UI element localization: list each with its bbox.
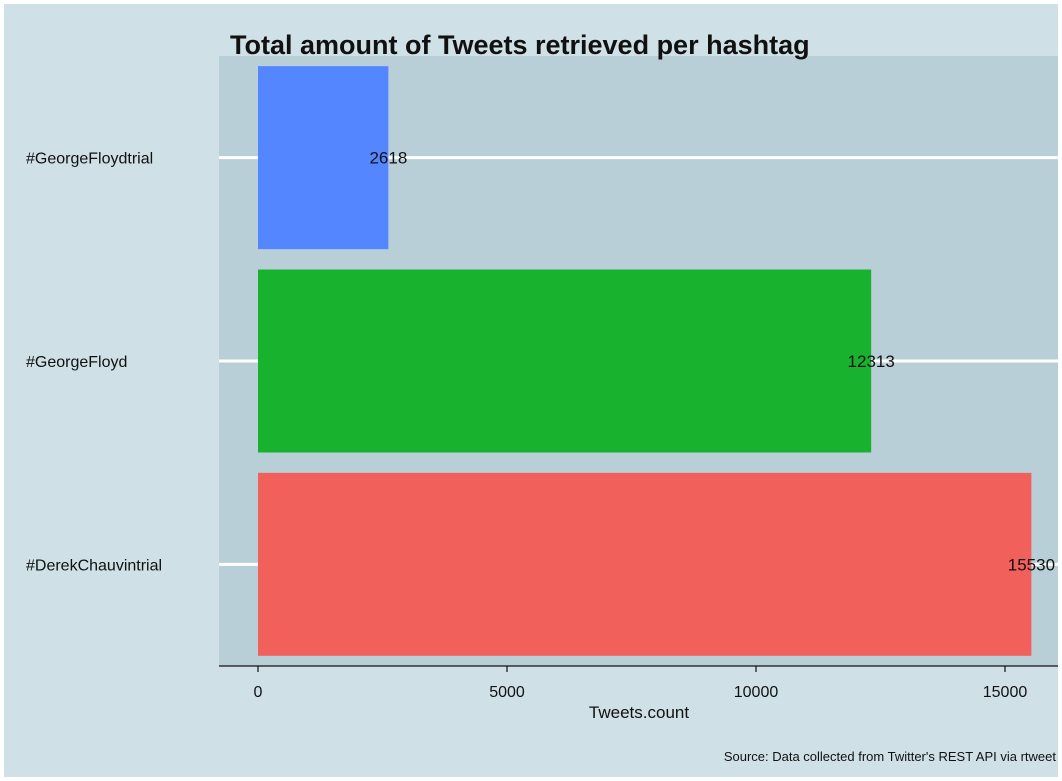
bar-georgefloyd bbox=[258, 269, 872, 453]
y-axis-tick-labels: #GeorgeFloydtrial #GeorgeFloyd #DerekChauv… bbox=[26, 151, 162, 575]
y-tick-label: #DerekChauvintrial bbox=[26, 557, 162, 574]
x-tick-label: 15000 bbox=[983, 684, 1028, 701]
bar-georgefloydtrial bbox=[258, 66, 389, 250]
x-axis-ticks: 0 5000 10000 15000 bbox=[254, 666, 1028, 701]
x-tick-label: 5000 bbox=[489, 684, 525, 701]
x-axis-label: Tweets.count bbox=[589, 703, 689, 722]
bar-value-labels: 2618 12313 15530 bbox=[369, 149, 1055, 575]
chart-frame: 2618 12313 15530 #GeorgeFloydtrial #GeorgeF… bbox=[4, 4, 1058, 777]
bar-value-label: 15530 bbox=[1008, 555, 1055, 574]
bar-derekchauvintrial bbox=[258, 472, 1032, 656]
bar-value-label: 12313 bbox=[848, 352, 895, 371]
source-caption: Source: Data collected from Twitter's RE… bbox=[724, 749, 1057, 764]
bar-value-label: 2618 bbox=[369, 149, 407, 168]
y-tick-label: #GeorgeFloyd bbox=[26, 354, 127, 371]
y-tick-label: #GeorgeFloydtrial bbox=[26, 151, 153, 168]
bars bbox=[258, 66, 1032, 656]
chart-title: Total amount of Tweets retrieved per has… bbox=[230, 30, 810, 60]
x-tick-label: 10000 bbox=[734, 684, 779, 701]
x-tick-label: 0 bbox=[254, 684, 263, 701]
